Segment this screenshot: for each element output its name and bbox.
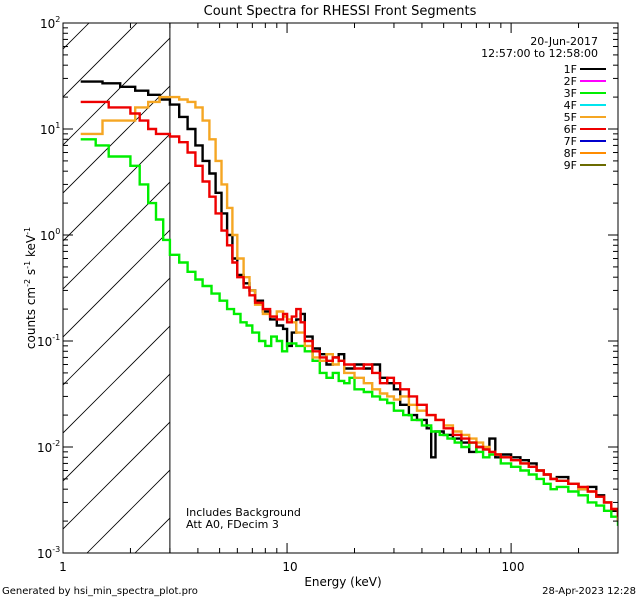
chart-title: Count Spectra for RHESSI Front Segments xyxy=(204,4,477,19)
time-range-label: 12:57:00 to 12:58:00 xyxy=(481,47,598,60)
hatch-line xyxy=(231,0,640,553)
y-tick-label-1e0: 100 xyxy=(40,227,60,243)
hatch-line xyxy=(63,229,170,338)
legend-label-7f: 7F xyxy=(564,135,577,148)
y-tick-label-1e1: 101 xyxy=(40,121,60,137)
legend-label-3f: 3F xyxy=(564,87,577,100)
series-line-5f xyxy=(80,95,618,522)
hatch-line xyxy=(279,0,640,553)
series-line-3f xyxy=(80,138,618,526)
legend-label-8f: 8F xyxy=(564,147,577,160)
hatch-line xyxy=(63,421,170,530)
y-tick-label-1e-1: 10-1 xyxy=(37,333,60,349)
legend-label-2f: 2F xyxy=(564,75,577,88)
hatch-line xyxy=(63,85,170,194)
series-group xyxy=(80,80,618,526)
x-axis-label: Energy (keV) xyxy=(304,575,381,589)
y-axis-label: counts cm-2 s-1 keV-1 xyxy=(23,227,38,349)
x-tick-label-1: 1 xyxy=(59,560,67,574)
legend-label-1f: 1F xyxy=(564,63,577,76)
date-label: 20-Jun-2017 xyxy=(530,35,598,48)
series-line-1f xyxy=(80,80,618,522)
y-tick-label-1e-2: 10-2 xyxy=(37,439,60,455)
hatch-line xyxy=(63,181,170,290)
y-tick-label-1e2: 102 xyxy=(40,15,60,31)
footer-timestamp: 28-Apr-2023 12:28 xyxy=(542,586,636,597)
hatch-line xyxy=(0,0,23,553)
hatch-line xyxy=(63,373,170,482)
hatch-line xyxy=(63,133,170,242)
hatch-line xyxy=(327,0,640,553)
plot-frame xyxy=(62,22,619,554)
annotation-background: Includes Background xyxy=(186,506,301,519)
legend-label-6f: 6F xyxy=(564,123,577,136)
hatch-line xyxy=(63,23,138,98)
y-tick-label-1e-3: 10-3 xyxy=(37,545,60,561)
legend-label-4f: 4F xyxy=(564,99,577,112)
x-tick-label-100: 100 xyxy=(502,560,525,574)
axis-ticks xyxy=(62,22,619,554)
series-line-6f xyxy=(80,100,618,517)
generated-by-label: Generated by hsi_min_spectra_plot.pro xyxy=(2,586,198,597)
legend-label-5f: 5F xyxy=(564,111,577,124)
legend-label-9f: 9F xyxy=(564,159,577,172)
x-tick-label-10: 10 xyxy=(282,560,297,574)
hatch-line xyxy=(63,23,90,50)
annotation-attenuator: Att A0, FDecim 3 xyxy=(186,518,279,531)
hatch-line xyxy=(63,277,170,386)
